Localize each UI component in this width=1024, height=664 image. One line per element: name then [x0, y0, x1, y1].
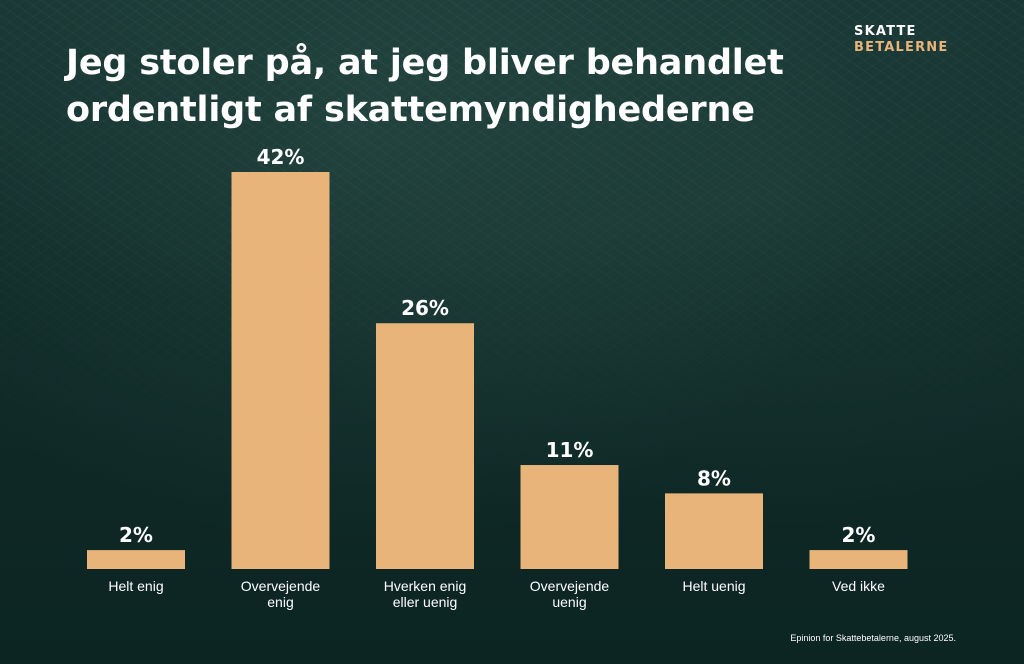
brand-logo-line1: SKATTE: [854, 24, 917, 39]
bar-value-label-3: 11%: [546, 438, 594, 462]
bar-2: [376, 323, 474, 569]
bar-0: [87, 550, 185, 569]
bar-5: [809, 550, 908, 569]
brand-logo-line2: BETALERNE: [854, 40, 949, 55]
bar-value-label-1: 42%: [257, 145, 305, 169]
bar-value-label-5: 2%: [842, 523, 876, 547]
bar-3: [520, 465, 619, 569]
category-label-3: Overvejende uenig: [530, 578, 610, 610]
category-label-2: Hverken enig eller uenig: [384, 578, 467, 610]
source-note: Epinion for Skattebetalerne, august 2025…: [790, 633, 956, 643]
bar-1: [231, 172, 330, 569]
chart-title: Jeg stoler på, at jeg bliver behandlet o…: [66, 43, 784, 130]
bar-4: [665, 493, 763, 569]
bar-value-label-2: 26%: [401, 296, 449, 320]
category-label-4: Helt uenig: [682, 578, 745, 594]
category-label-1: Overvejende enig: [241, 578, 321, 610]
brand-logo: SKATTE BETALERNE: [854, 24, 948, 56]
category-label-5: Ved ikke: [832, 578, 885, 594]
bar-value-label-4: 8%: [697, 466, 731, 490]
bar-value-label-0: 2%: [119, 523, 153, 547]
category-label-0: Helt enig: [108, 578, 163, 594]
